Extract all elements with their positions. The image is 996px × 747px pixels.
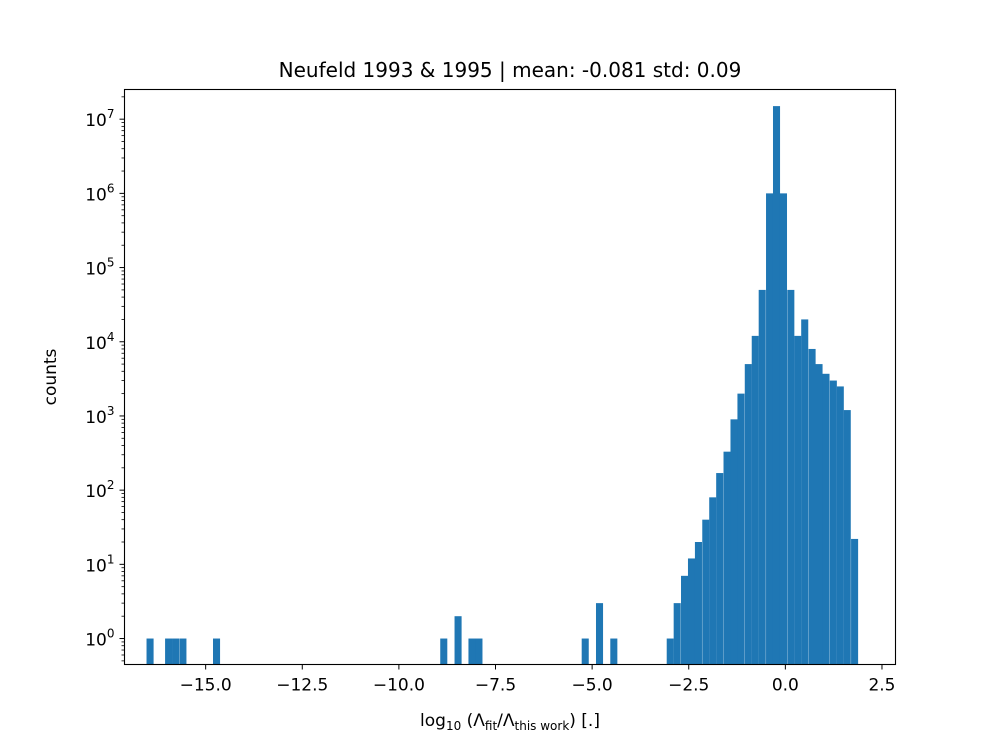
x-axis-label-prefix: log [420, 711, 446, 731]
y-tick-label: 107 [85, 107, 114, 131]
histogram-bar-9 [581, 638, 589, 665]
histogram-bar-18 [709, 497, 717, 665]
histogram-bar-30 [794, 335, 802, 665]
y-axis-ticks: 100 101 102 103 104 105 106 107 [85, 96, 125, 662]
x-axis-label: log10 (Λfit/Λthis work) [.] [420, 711, 600, 733]
histogram-bar-3 [179, 638, 187, 665]
histogram-bar-25 [758, 289, 766, 665]
histogram-bar-29 [787, 289, 795, 665]
histogram-bar-6 [454, 616, 462, 665]
histogram-bar-8 [475, 638, 483, 665]
x-tick-label: −15.0 [180, 676, 232, 696]
histogram-bar-15 [687, 558, 696, 665]
histogram-bar-32 [808, 348, 816, 665]
y-axis-label: counts [41, 348, 61, 405]
histogram-bar-7 [468, 638, 476, 665]
histogram-bar-22 [737, 393, 745, 665]
histogram-bar-31 [801, 319, 809, 665]
histogram-bar-24 [751, 335, 759, 665]
x-axis-label-sub1: fit [485, 719, 498, 733]
y-tick-label: 105 [85, 256, 114, 280]
histogram-bar-5 [440, 638, 448, 665]
x-axis-label-mid: /Λ [497, 711, 515, 731]
histogram-bar-11 [610, 638, 618, 665]
y-tick-label: 102 [85, 478, 114, 502]
histogram-bar-12 [666, 638, 674, 665]
histogram-bar-36 [836, 386, 844, 665]
x-tick-label: 0.0 [772, 676, 799, 696]
histogram-bar-19 [716, 473, 724, 665]
histogram-bar-26 [766, 193, 774, 665]
plot-frame [123, 88, 897, 666]
y-tick-label: 103 [85, 404, 114, 428]
x-tick-label: −10.0 [373, 676, 425, 696]
x-axis-label-open: (Λ [461, 711, 485, 731]
histogram-bar-33 [815, 364, 823, 665]
x-tick-label: −7.5 [475, 676, 516, 696]
histogram-bar-37 [843, 410, 851, 665]
histogram-bar-17 [702, 519, 710, 665]
histogram-bar-14 [681, 575, 689, 665]
x-axis-ticks: −15.0 −12.5 −10.0 −7.5 −5.0 −2.5 0.0 2.5 [180, 664, 895, 696]
histogram-bar-21 [730, 419, 738, 665]
histogram-bar-38 [851, 538, 859, 665]
y-tick-label: 104 [85, 330, 114, 354]
histogram-bar-20 [723, 451, 731, 665]
histogram-bar-2 [172, 638, 180, 665]
histogram-bar-35 [829, 380, 837, 665]
x-axis-label-close: ) [.] [569, 711, 600, 731]
x-tick-label: −5.0 [571, 676, 612, 696]
histogram-bar-16 [694, 542, 702, 665]
y-tick-label: 101 [85, 552, 114, 576]
bars-group [146, 106, 859, 665]
x-tick-label: −12.5 [276, 676, 328, 696]
x-axis-label-prefix-sub: 10 [446, 719, 461, 733]
histogram-bar-0 [146, 638, 154, 665]
histogram-bar-4 [213, 638, 221, 665]
x-tick-label: −2.5 [668, 676, 709, 696]
histogram-bar-28 [779, 193, 788, 665]
histogram-bar-34 [822, 373, 830, 665]
histogram-bar-23 [744, 364, 752, 665]
y-tick-label: 100 [85, 627, 114, 651]
histogram-bar-1 [165, 638, 173, 665]
x-tick-label: 2.5 [868, 676, 895, 696]
y-tick-label: 106 [85, 181, 114, 205]
histogram-bar-27 [772, 106, 781, 665]
x-axis-label-sub2: this work [515, 719, 570, 733]
histogram-bar-10 [595, 603, 604, 665]
chart-title: Neufeld 1993 & 1995 | mean: -0.081 std: … [279, 58, 742, 82]
histogram-bar-13 [673, 603, 681, 665]
